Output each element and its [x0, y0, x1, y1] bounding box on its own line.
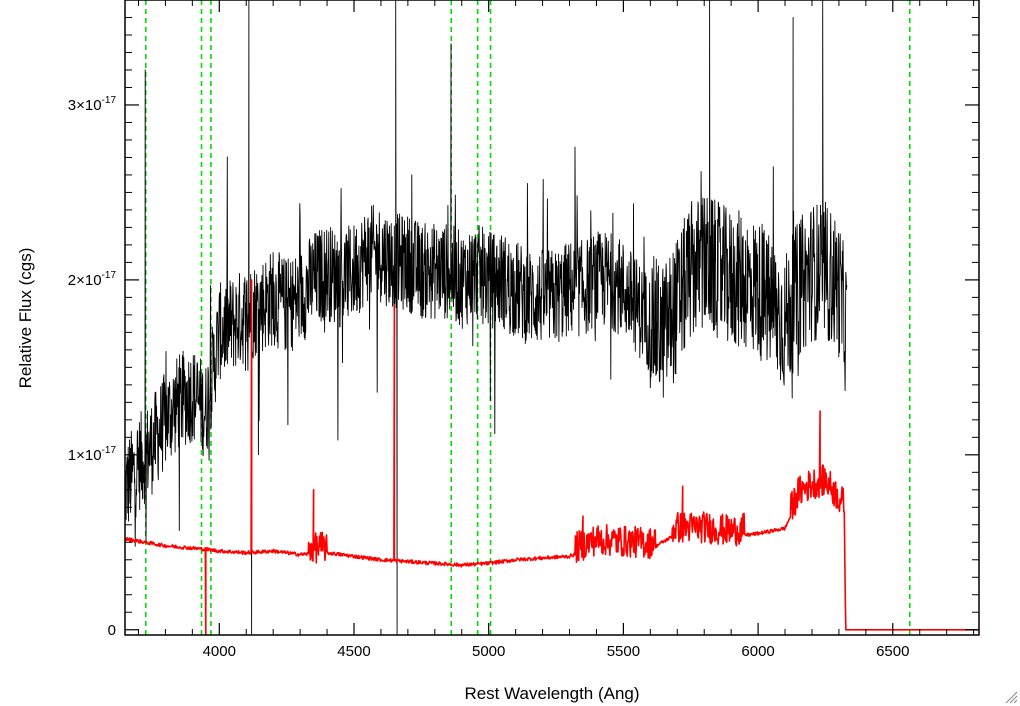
y-tick-label: 2×10-17	[68, 270, 117, 289]
x-tick-label: 6000	[741, 643, 774, 660]
axis-ticks	[125, 0, 979, 635]
x-tick-label: 5500	[607, 643, 640, 660]
tick-labels: 4000 4500 5000 5500 6000 6500 0 1×10-17 2×10-17 3…	[68, 95, 910, 660]
y-tick-label: 3×10-17	[68, 95, 117, 114]
series-line-observed	[124, 0, 848, 636]
plot-frame	[124, 0, 980, 636]
y-axis-label: Relative Flux (cgs)	[16, 248, 35, 389]
series-line-model	[124, 279, 980, 636]
series-layer	[124, 0, 980, 636]
x-tick-label: 5000	[472, 643, 505, 660]
x-tick-label: 4000	[203, 643, 236, 660]
y-tick-label: 0	[108, 622, 116, 639]
resize-grip-icon[interactable]	[1004, 690, 1018, 704]
x-tick-label: 4500	[337, 643, 370, 660]
x-axis-label: Rest Wavelength (Ang)	[464, 684, 639, 703]
y-tick-label: 1×10-17	[68, 445, 117, 464]
x-tick-label: 6500	[876, 643, 909, 660]
